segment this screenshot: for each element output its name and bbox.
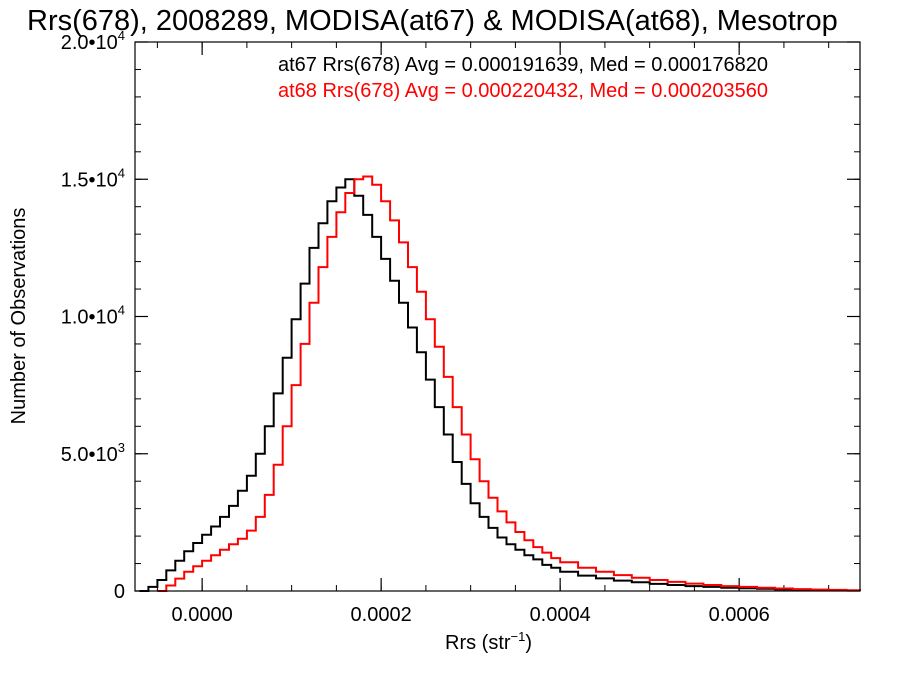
y-tick-label: 1.5•104 (61, 165, 125, 191)
series-line-at67 (139, 178, 861, 592)
plot-frame (134, 41, 861, 592)
x-tick-label: 0.0002 (351, 604, 412, 626)
series-lines (139, 175, 861, 592)
legend-label-at67: at67 Rrs(678) Avg = 0.000191639, Med = 0… (278, 54, 768, 76)
y-tick-label: 2.0•104 (61, 28, 125, 54)
y-tick-label: 0 (114, 581, 125, 603)
y-tick-label: 1.0•104 (61, 303, 125, 329)
x-tick-label: 0.0000 (172, 604, 233, 626)
x-tick-label: 0.0006 (709, 604, 770, 626)
x-axis-label-close: ) (525, 632, 532, 654)
series-line-at68 (157, 175, 861, 592)
x-axis-label-main: Rrs (str (445, 632, 511, 654)
x-tick-labels: 0.0000 0.0002 0.0004 0.0006 (172, 604, 770, 626)
x-tick-label: 0.0004 (530, 604, 591, 626)
y-axis-label: Number of Observations (8, 208, 30, 425)
chart-title: Rrs(678), 2008289, MODISA(at67) & MODISA… (27, 5, 838, 37)
x-axis-label-superscript: −1 (511, 629, 526, 644)
y-tick-labels: 0 5.0•103 1.0•104 1.5•104 2.0•104 (61, 28, 125, 603)
y-tick-label: 5.0•103 (61, 440, 125, 466)
x-axis-label: Rrs (str−1) (445, 629, 532, 654)
legend-label-at68: at68 Rrs(678) Avg = 0.000220432, Med = 0… (278, 80, 768, 102)
